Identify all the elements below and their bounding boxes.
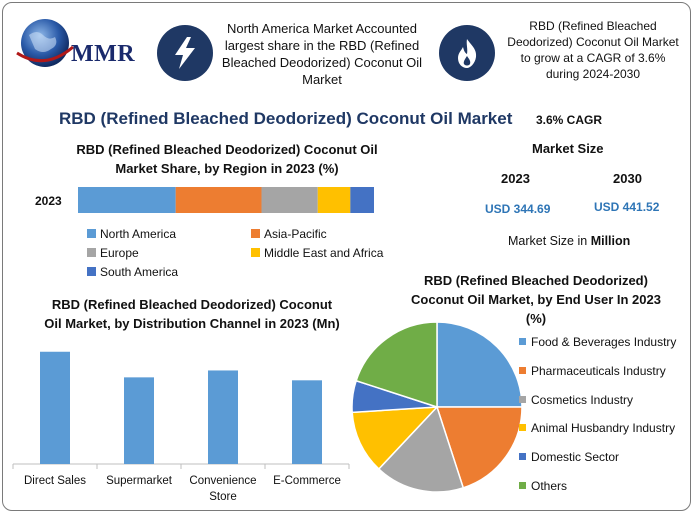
market-size-unit-prefix: Market Size in [508, 234, 588, 248]
legend-swatch [87, 229, 96, 238]
channel-tick-label: Direct Sales [24, 475, 86, 487]
pie-legend-label: Food & Beverages Industry [531, 335, 677, 349]
region-bar-segment [350, 187, 374, 213]
channel-bar [40, 351, 70, 464]
globe-icon [16, 19, 74, 67]
header-note-left: North America Market Accounted largest s… [221, 21, 423, 87]
region-bar-segment [78, 187, 176, 213]
pie-legend-swatch [519, 366, 526, 374]
year-2023-label: 2023 [501, 171, 530, 186]
channel-tick-label: Convenience [189, 475, 256, 487]
region-chart-title: RBD (Refined Bleached Deodorized) Coconu… [76, 142, 378, 176]
region-year-label: 2023 [35, 194, 62, 208]
pie-legend-swatch [519, 338, 526, 345]
legend-south-america: South America [87, 265, 178, 279]
pie-legend-label: Pharmaceuticals Industry [531, 363, 666, 378]
legend-middle-east-africa: Middle East and Africa [251, 246, 383, 260]
region-bar-segment [317, 187, 351, 213]
pie-slice [436, 321, 523, 408]
market-size-unit-bold: Million [590, 234, 631, 248]
market-size-title: Market Size [532, 141, 604, 156]
pie-legend-item: Cosmetics Industry [519, 393, 676, 422]
pie-legend-label: Cosmetics Industry [531, 392, 634, 407]
market-size-unit: Market Size in Million [508, 234, 630, 248]
pie-legend-item: Food & Beverages Industry [519, 335, 676, 364]
header-note-right: RBD (Refined Bleached Deodorized) Coconu… [507, 19, 679, 81]
legend-asia-pacific: Asia-Pacific [251, 227, 327, 241]
cagr-label: 3.6% CAGR [536, 113, 603, 127]
pie-legend-item: Others [519, 479, 676, 508]
legend-swatch [87, 248, 96, 257]
legend-swatch [251, 248, 260, 257]
pie-slice [435, 406, 523, 489]
channel-chart-title: RBD (Refined Bleached Deodorized) Coconu… [44, 297, 340, 331]
region-stacked-bar [78, 187, 374, 213]
pie-slice [351, 406, 439, 471]
legend-swatch [251, 229, 260, 238]
pie-legend-item: Animal Husbandry Industry [519, 421, 676, 450]
lightning-bolt-icon [157, 25, 213, 81]
pie-slice [355, 321, 438, 409]
channel-bar [292, 380, 322, 464]
pie-legend: Food & Beverages Industry Pharmaceuticals… [519, 335, 676, 508]
legend-swatch [87, 267, 96, 276]
pie-legend-item: Pharmaceuticals Industry [519, 364, 676, 393]
legend-label: South America [100, 265, 179, 279]
pie-legend-swatch [519, 395, 526, 403]
legend-label: Middle East and Africa [264, 246, 384, 260]
pie-legend-swatch [519, 453, 526, 461]
channel-tick-label: Store [209, 491, 237, 503]
channel-tick-label: Supermarket [106, 475, 173, 487]
region-bar-segment [261, 187, 318, 213]
logo-text: MMR [71, 41, 136, 67]
pie-legend-label: Domestic Sector [531, 450, 620, 465]
channel-bar [208, 370, 238, 464]
pie-slice [377, 405, 465, 493]
legend-label: Asia-Pacific [264, 227, 327, 241]
channel-tick-label: E-Commerce [273, 475, 341, 487]
market-value-2030: USD 441.52 [594, 200, 660, 214]
logo: MMR [15, 13, 145, 77]
main-title: RBD (Refined Bleached Deodorized) Coconu… [59, 109, 513, 128]
pie-legend-label: Others [531, 478, 568, 493]
legend-label: North America [100, 227, 177, 241]
flame-icon [439, 25, 495, 81]
pie-legend-label: Animal Husbandry Industry [531, 421, 676, 436]
end-user-pie-chart [351, 321, 523, 493]
region-bar-segment [175, 187, 262, 213]
year-2030-label: 2030 [613, 171, 642, 186]
legend-north-america: North America [87, 227, 176, 241]
pie-legend-swatch [519, 424, 526, 432]
end-user-chart-title: RBD (Refined Bleached Deodorized) Coconu… [411, 273, 661, 326]
pie-legend-swatch [519, 481, 526, 489]
channel-bar [124, 377, 154, 464]
legend-europe: Europe [87, 246, 139, 260]
channel-bar-chart: Direct Sales Supermarket Convenience Store E… [12, 351, 350, 503]
market-value-2023: USD 344.69 [485, 202, 551, 216]
pie-legend-item: Domestic Sector [519, 450, 676, 479]
legend-label: Europe [100, 246, 139, 260]
